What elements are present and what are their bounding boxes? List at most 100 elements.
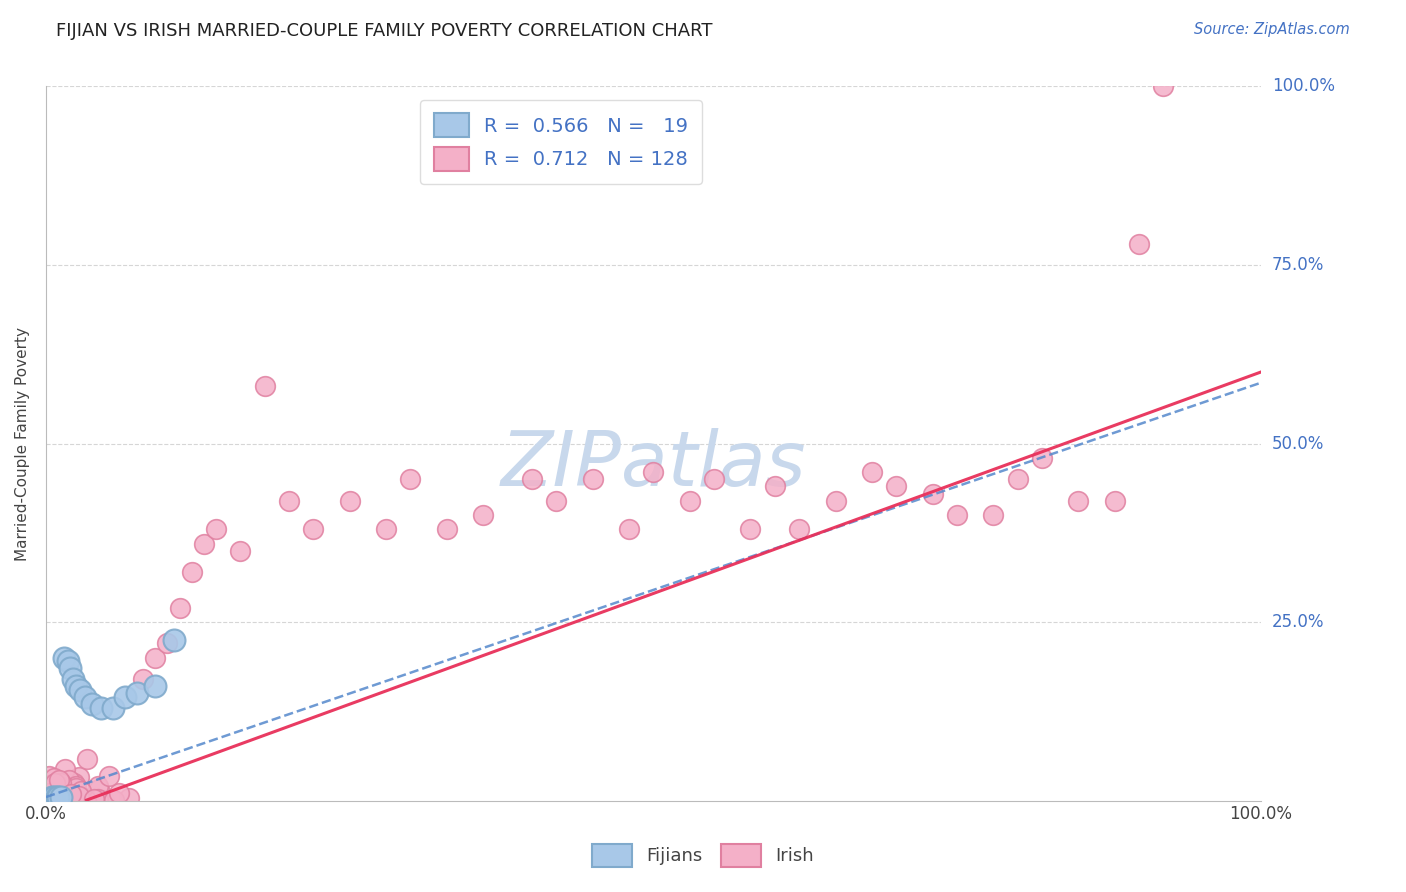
Point <box>51 780 73 794</box>
Point <box>87 792 110 806</box>
Point <box>49 780 72 795</box>
Point <box>42 791 65 805</box>
Point <box>125 686 148 700</box>
Point <box>37 793 59 807</box>
Point <box>45 790 67 805</box>
Point <box>375 522 398 536</box>
Point <box>46 792 69 806</box>
Point <box>205 522 228 536</box>
Text: Source: ZipAtlas.com: Source: ZipAtlas.com <box>1194 22 1350 37</box>
Point <box>60 792 83 806</box>
Point <box>703 472 725 486</box>
Point <box>56 793 79 807</box>
Point <box>67 789 90 803</box>
Point <box>193 536 215 550</box>
Text: 50.0%: 50.0% <box>1272 434 1324 452</box>
Point <box>48 781 70 796</box>
Point <box>46 780 69 794</box>
Point <box>59 787 82 801</box>
Point <box>824 493 846 508</box>
Point <box>1128 236 1150 251</box>
Point <box>65 791 87 805</box>
Point <box>38 778 60 792</box>
Point <box>39 784 62 798</box>
Point <box>37 789 59 803</box>
Text: 100.0%: 100.0% <box>1272 78 1334 95</box>
Point <box>37 793 59 807</box>
Point <box>679 493 702 508</box>
Point <box>156 636 179 650</box>
Point <box>44 780 66 794</box>
Point <box>56 654 79 668</box>
Legend: Fijians, Irish: Fijians, Irish <box>585 837 821 874</box>
Point <box>87 782 110 797</box>
Point <box>48 789 70 803</box>
Point <box>229 543 252 558</box>
Point <box>42 786 65 800</box>
Point <box>41 787 63 801</box>
Text: 25.0%: 25.0% <box>1272 613 1324 631</box>
Point <box>62 782 84 797</box>
Point <box>101 700 124 714</box>
Point <box>1007 472 1029 486</box>
Point <box>42 771 65 785</box>
Point <box>42 789 65 803</box>
Point <box>44 793 66 807</box>
Point <box>55 789 77 803</box>
Point <box>49 792 72 806</box>
Point <box>83 792 105 806</box>
Point <box>98 769 121 783</box>
Point <box>38 786 60 800</box>
Point <box>103 793 125 807</box>
Point <box>108 786 131 800</box>
Point <box>42 792 65 806</box>
Point <box>90 700 112 714</box>
Point <box>581 472 603 486</box>
Point <box>643 465 665 479</box>
Text: FIJIAN VS IRISH MARRIED-COUPLE FAMILY POVERTY CORRELATION CHART: FIJIAN VS IRISH MARRIED-COUPLE FAMILY PO… <box>56 22 713 40</box>
Point <box>49 790 72 805</box>
Point <box>1067 493 1090 508</box>
Point <box>51 792 73 806</box>
Point <box>69 682 91 697</box>
Point <box>39 791 62 805</box>
Point <box>48 772 70 787</box>
Point <box>143 679 166 693</box>
Point <box>46 778 69 792</box>
Point <box>339 493 361 508</box>
Point <box>93 793 115 807</box>
Point <box>884 479 907 493</box>
Point <box>73 690 96 704</box>
Point <box>49 784 72 798</box>
Point <box>52 788 75 802</box>
Point <box>59 661 82 675</box>
Point <box>49 791 72 805</box>
Point <box>169 600 191 615</box>
Y-axis label: Married-Couple Family Poverty: Married-Couple Family Poverty <box>15 326 30 560</box>
Point <box>38 769 60 783</box>
Point <box>1031 450 1053 465</box>
Point <box>52 786 75 800</box>
Point <box>55 792 77 806</box>
Point <box>49 776 72 790</box>
Point <box>787 522 810 536</box>
Point <box>162 632 184 647</box>
Point <box>1104 493 1126 508</box>
Text: ZIPatlas: ZIPatlas <box>501 428 806 502</box>
Point <box>46 790 69 805</box>
Point <box>763 479 786 493</box>
Point <box>399 472 422 486</box>
Point <box>48 792 70 806</box>
Point <box>48 793 70 807</box>
Point <box>45 791 67 805</box>
Point <box>114 690 136 704</box>
Point <box>49 786 72 800</box>
Point <box>48 789 70 803</box>
Point <box>39 790 62 805</box>
Point <box>180 565 202 579</box>
Point <box>520 472 543 486</box>
Point <box>65 780 87 794</box>
Point <box>617 522 640 536</box>
Point <box>44 790 66 805</box>
Point <box>67 793 90 807</box>
